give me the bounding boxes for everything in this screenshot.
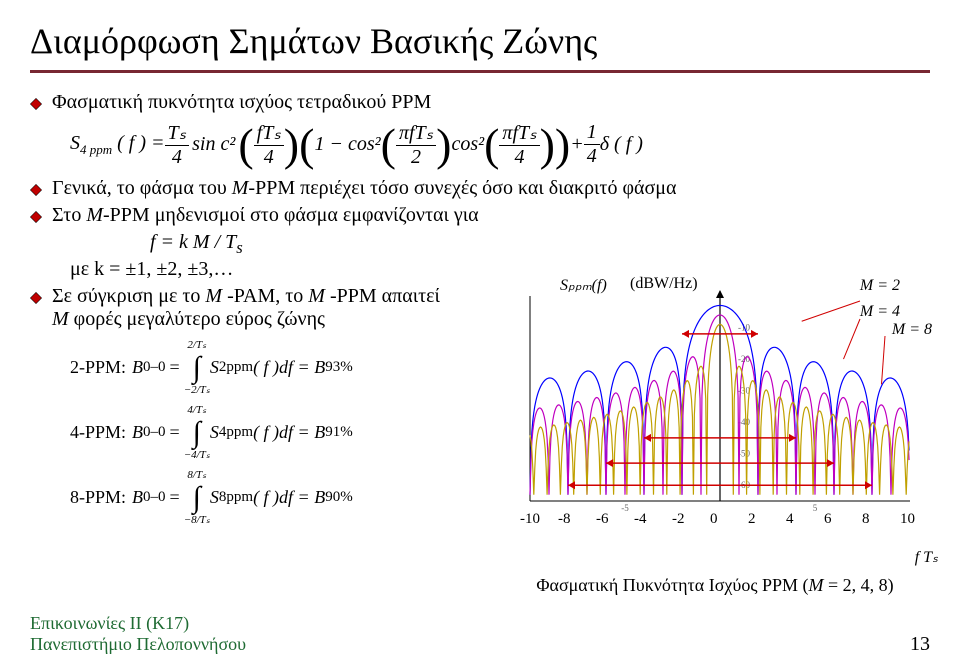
bullet-4: Σε σύγκριση με το M -PAM, το M -PPM απαι… (30, 285, 500, 331)
x-tick: -6 (596, 511, 609, 528)
bullet-2: Γενικά, το φάσμα του M-PPM περιέχει τόσο… (30, 177, 930, 200)
x-tick: 10 (900, 511, 915, 528)
eq-8ppm: 8-PPM: B0–0 = 8/Tₛ∫−8/Tₛ S8ppm ( f )df =… (70, 469, 500, 526)
x-tick: 8 (862, 511, 870, 528)
bullet-2-text: Γενικά, το φάσμα του M-PPM περιέχει τόσο… (52, 177, 676, 200)
eq-2ppm: 2-PPM: B0–0 = 2/Tₛ∫−2/Tₛ S2ppm ( f )df =… (70, 339, 500, 396)
y-axis-unit: (dBW/Hz) (630, 275, 698, 293)
page-number: 13 (910, 633, 930, 656)
bullet-4-text: Σε σύγκριση με το M -PAM, το M -PPM απαι… (52, 285, 440, 331)
diamond-icon (30, 292, 42, 304)
x-tick: 2 (748, 511, 756, 528)
bullet-3-formula: f = k M / Ts (150, 231, 930, 258)
bullet-3-text: Στο M-PPM μηδενισμοί στο φάσμα εμφανίζον… (52, 204, 479, 227)
y-axis-label: Sₚₚₘ(f) (560, 275, 607, 295)
x-tick: 6 (824, 511, 832, 528)
bullet-1-text: Φασματική πυκνότητα ισχύος τετραδικού PP… (52, 91, 431, 114)
diamond-icon (30, 211, 42, 223)
slide: Διαμόρφωση Σημάτων Βασικής Ζώνης Φασματι… (0, 0, 960, 668)
diamond-icon (30, 98, 42, 110)
main-formula: S4 ppm ( f ) = Tₛ4 sin c² ( fTₛ4 ) ( 1 −… (70, 118, 930, 171)
x-tick: -8 (558, 511, 571, 528)
title-underline (30, 70, 930, 73)
x-axis-label: f Tₛ (915, 547, 938, 567)
bullet-3-cond: με k = ±1, ±2, ±3,… (70, 258, 930, 281)
svg-text:-5: -5 (621, 503, 629, 513)
bullet-3: Στο M-PPM μηδενισμοί στο φάσμα εμφανίζον… (30, 204, 930, 227)
psd-chart: -55-10-20-30-40-50-60 Sₚₚₘ(f) (dBW/Hz) M… (500, 281, 930, 571)
chart-column: -55-10-20-30-40-50-60 Sₚₚₘ(f) (dBW/Hz) M… (500, 281, 930, 596)
legend-m8: M = 8 (892, 321, 932, 339)
page-title: Διαμόρφωση Σημάτων Βασικής Ζώνης (30, 20, 930, 62)
x-tick: -2 (672, 511, 685, 528)
eq-4ppm: 4-PPM: B0–0 = 4/Tₛ∫−4/Tₛ S4ppm ( f )df =… (70, 404, 500, 461)
x-tick: 4 (786, 511, 794, 528)
two-col-region: Σε σύγκριση με το M -PAM, το M -PPM απαι… (30, 281, 930, 596)
x-tick: -4 (634, 511, 647, 528)
footer-text: Επικοινωνίες II (K17) Πανεπιστήμιο Πελοπ… (30, 613, 246, 656)
bullet-1: Φασματική πυκνότητα ισχύος τετραδικού PP… (30, 91, 930, 114)
legend-m4: M = 4 (860, 303, 900, 321)
svg-text:5: 5 (813, 503, 818, 513)
x-tick: -10 (520, 511, 540, 528)
footer: Επικοινωνίες II (K17) Πανεπιστήμιο Πελοπ… (30, 613, 930, 656)
x-tick: 0 (710, 511, 718, 528)
chart-caption: Φασματική Πυκνότητα Ισχύος PPM (M = 2, 4… (500, 575, 930, 596)
legend-m2: M = 2 (860, 277, 900, 295)
diamond-icon (30, 184, 42, 196)
